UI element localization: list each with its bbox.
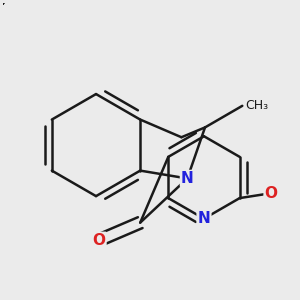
Text: O: O xyxy=(265,186,278,201)
Text: N: N xyxy=(198,211,210,226)
Text: CH₃: CH₃ xyxy=(245,99,268,112)
Text: N: N xyxy=(181,171,194,186)
Text: O: O xyxy=(92,233,106,248)
